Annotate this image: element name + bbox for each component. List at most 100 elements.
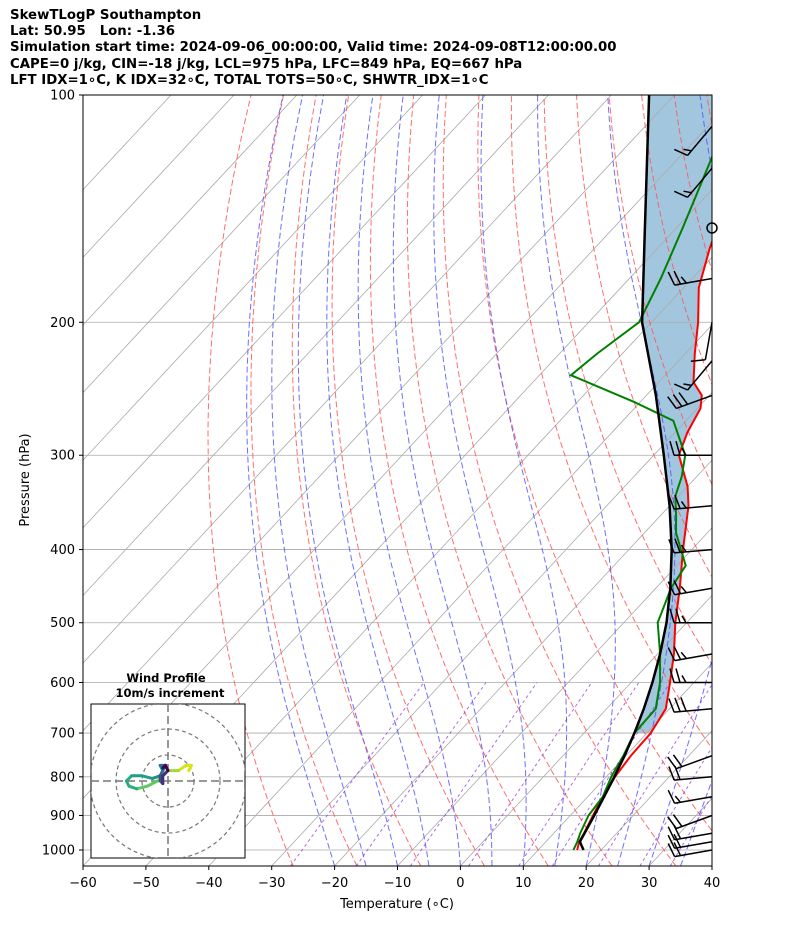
y-tick-label: 100 [50, 89, 75, 104]
wind-barb [667, 270, 713, 286]
isotherm-line [460, 594, 712, 866]
dry-adiabat [477, 95, 712, 832]
x-tick-label: −60 [69, 876, 96, 891]
mixing-ratio-line [468, 682, 593, 866]
moist-adiabat [607, 95, 676, 866]
isotherm-line [83, 95, 675, 732]
moist-adiabat [326, 95, 430, 866]
dry-adiabat [608, 95, 712, 486]
isotherm-line [83, 95, 549, 597]
wind-barb [667, 646, 713, 662]
dry-adiabat [576, 95, 712, 578]
wind-barb [668, 538, 713, 554]
isotherm-line [83, 95, 298, 326]
wind-barb [667, 814, 713, 830]
y-tick-label: 400 [50, 543, 75, 558]
y-tick-label: 300 [50, 449, 75, 464]
isotherm-line [83, 95, 423, 461]
chart-title: SkewTLogP Southampton [10, 8, 202, 23]
x-tick-label: 40 [704, 876, 721, 891]
wind-barb [668, 494, 713, 510]
hodograph-segment [145, 779, 160, 788]
isotherm-line [397, 527, 712, 866]
y-tick-label: 600 [50, 676, 75, 691]
dry-adiabat [291, 95, 422, 866]
calm-wind-marker [706, 222, 718, 234]
mixing-ratio-line [639, 746, 712, 866]
moist-adiabat [246, 95, 336, 866]
wind-barb [668, 697, 713, 713]
dry-adiabat [772, 95, 794, 866]
dry-adiabat [706, 95, 712, 128]
hodograph-plot [91, 704, 245, 858]
y-tick-label: 200 [50, 316, 75, 331]
isotherm-line [83, 95, 486, 529]
parcel-line [578, 95, 673, 851]
hodograph-title: Wind Profile [126, 671, 206, 685]
x-axis-label: Temperature (∘C) [339, 897, 454, 912]
x-tick-label: −50 [132, 876, 159, 891]
moist-adiabats [246, 95, 712, 866]
y-tick-label: 700 [50, 727, 75, 742]
mixing-ratio-line [669, 794, 712, 866]
mixing-ratio-line [597, 683, 712, 866]
cape-fill-area [634, 95, 712, 734]
hodograph-subtitle: 10m/s increment [116, 686, 225, 700]
moist-adiabat [680, 779, 712, 866]
x-tick-label: 0 [456, 876, 464, 891]
y-axis: 1000 900 800 700 600 500 400 300 200 100 [42, 89, 83, 859]
wind-barbs [667, 125, 718, 858]
dewpoint-line [568, 154, 712, 851]
location-line: Lat: 50.95 Lon: -1.36 [10, 24, 176, 40]
mixing-ratio-line [409, 682, 538, 866]
isotherm-line [585, 730, 712, 866]
y-tick-label: 1000 [42, 844, 75, 859]
dry-adiabats [207, 95, 794, 866]
dry-adiabat [442, 95, 677, 866]
isotherm-line [145, 256, 712, 866]
x-tick-label: 10 [515, 876, 532, 891]
moist-adiabat [711, 864, 712, 866]
x-axis: −60 −50 −40 −30 −20 −10 0 10 20 30 40 [69, 866, 720, 891]
x-tick-label: −10 [384, 876, 411, 891]
moist-adiabat [357, 95, 461, 866]
isotherm-line [208, 324, 712, 866]
params-line-2: LFT IDX=1∘C, K IDX=32∘C, TOTAL TOTS=50∘C… [10, 72, 489, 88]
wind-barb [669, 668, 712, 684]
moist-adiabat [271, 95, 367, 866]
mixing-ratio-lines [290, 682, 712, 866]
wind-barb [667, 789, 713, 805]
y-axis-label: Pressure (hPa) [18, 433, 33, 526]
wind-barb [673, 360, 713, 391]
isotherm-line [271, 391, 712, 866]
wind-barb [673, 125, 713, 157]
x-tick-label: 20 [578, 876, 595, 891]
dry-adiabat [369, 95, 549, 866]
wind-barb [690, 322, 713, 362]
moist-adiabat [537, 95, 616, 866]
hodograph-segment [176, 763, 188, 773]
hodograph-segment [140, 774, 154, 780]
isotherm-line [334, 459, 712, 866]
x-tick-label: −30 [258, 876, 285, 891]
x-tick-label: −40 [195, 876, 222, 891]
moist-adiabat [297, 95, 398, 866]
isotherm-line [83, 95, 235, 258]
mixing-ratio-line [290, 682, 425, 866]
isotherm-line [523, 662, 712, 866]
moist-adiabat [433, 95, 527, 866]
params-line-1: CAPE=0 j/kg, CIN=-18 j/kg, LCL=975 hPa, … [10, 56, 523, 72]
x-tick-label: 30 [641, 876, 658, 891]
dry-adiabat [406, 95, 613, 866]
wind-barb [669, 608, 712, 624]
hodograph: Wind Profile 10m/s increment [90, 671, 246, 859]
isotherm-line [711, 865, 712, 866]
dry-adiabat [250, 95, 358, 866]
hodograph-segment [135, 784, 149, 791]
moist-adiabat [480, 95, 568, 866]
wind-barb [669, 440, 712, 456]
dry-adiabat [331, 95, 485, 866]
times-line: Simulation start time: 2024-09-06_00:00:… [10, 40, 617, 56]
hodograph-segment [161, 763, 167, 770]
